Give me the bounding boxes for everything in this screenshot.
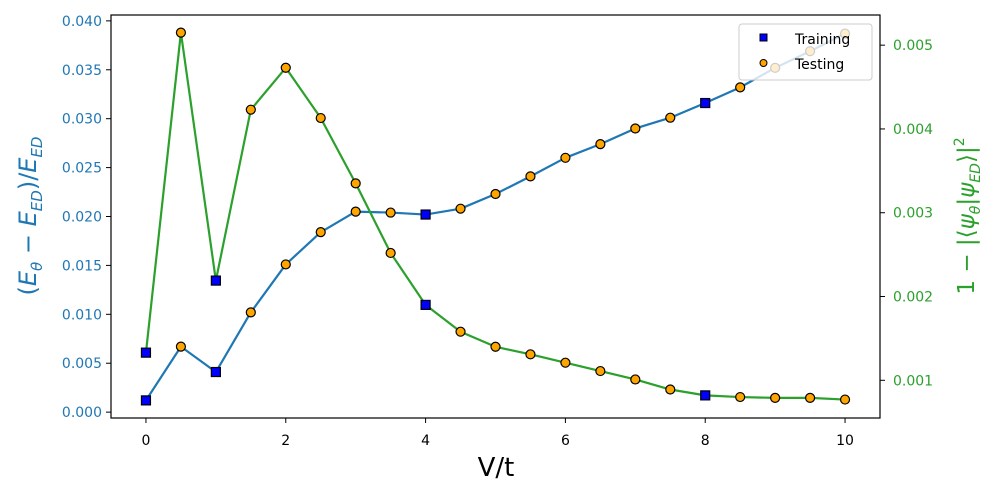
svg-text:(Eθ − EED)/EED: (Eθ − EED)/EED <box>14 137 46 296</box>
testing-point <box>525 171 536 182</box>
training-point <box>420 209 431 220</box>
training-point <box>700 97 711 109</box>
testing-point <box>560 152 571 163</box>
training-point <box>210 275 221 286</box>
testing-point <box>385 207 396 218</box>
x-tick-label: 8 <box>701 433 710 449</box>
left-y-tick-label: 0.010 <box>62 307 102 323</box>
left-y-tick-label: 0.000 <box>62 405 102 421</box>
testing-point <box>595 139 606 150</box>
right-y-tick-label: 0.005 <box>893 38 933 54</box>
testing-point <box>315 227 326 238</box>
testing-point <box>175 27 187 38</box>
left-y-tick-label: 0.005 <box>62 356 102 372</box>
testing-point <box>770 392 781 403</box>
testing-point <box>245 307 256 318</box>
legend: Training Testing <box>738 23 873 81</box>
testing-point <box>804 392 816 403</box>
testing-point <box>665 384 676 395</box>
left-y-tick-label: 0.035 <box>62 63 102 79</box>
testing-point <box>490 341 501 352</box>
testing-point <box>280 62 291 73</box>
x-axis-title: V/t <box>478 453 515 483</box>
testing-point <box>245 104 256 115</box>
testing-point <box>735 391 746 403</box>
left-y-axis: 0.000 0.005 0.010 0.015 0.020 0.025 0.030 0.035… <box>62 14 111 421</box>
testing-point <box>525 349 536 360</box>
x-tick-label: 0 <box>141 433 150 449</box>
testing-point <box>350 178 361 189</box>
testing-point <box>455 326 466 337</box>
testing-point <box>385 247 396 259</box>
left-y-axis-title: (Eθ − EED)/EED <box>14 137 46 296</box>
testing-point <box>175 341 187 352</box>
testing-point <box>630 374 641 385</box>
testing-point <box>595 365 606 377</box>
left-y-tick-label: 0.040 <box>62 14 102 30</box>
right-y-tick-label: 0.001 <box>893 373 933 389</box>
left-y-tick-label: 0.015 <box>62 258 102 274</box>
x-tick-label: 2 <box>281 433 290 449</box>
legend-training-label: Training <box>794 32 850 48</box>
testing-point <box>839 394 851 405</box>
training-point <box>140 347 152 358</box>
testing-point <box>665 112 676 123</box>
left-y-tick-label: 0.030 <box>62 112 102 128</box>
testing-point <box>315 112 326 124</box>
testing-marker-icon <box>759 59 768 67</box>
right-y-tick-label: 0.003 <box>893 206 933 222</box>
right-y-axis: 0.001 0.002 0.003 0.004 0.005 <box>880 38 933 389</box>
training-point <box>420 299 431 310</box>
training-point <box>700 390 711 401</box>
testing-point <box>560 357 571 368</box>
training-point <box>210 366 221 378</box>
x-tick-label: 10 <box>836 433 854 449</box>
testing-point <box>735 82 746 93</box>
training-marker-icon <box>759 33 768 42</box>
x-tick-label: 4 <box>421 433 430 449</box>
x-axis: 0 2 4 6 8 10 <box>141 418 854 449</box>
testing-point <box>455 203 466 214</box>
legend-testing-label: Testing <box>794 57 844 73</box>
right-y-tick-label: 0.004 <box>893 122 933 138</box>
right-y-tick-label: 0.002 <box>893 290 933 306</box>
right-y-axis-title: 1 − |⟨ψθ|ψED⟩|2 <box>952 137 984 294</box>
svg-text:1 − |⟨ψθ|ψED⟩|2: 1 − |⟨ψθ|ψED⟩|2 <box>952 137 984 294</box>
training-point <box>140 395 152 406</box>
testing-point <box>280 259 291 270</box>
testing-point <box>350 206 361 217</box>
testing-point <box>630 123 641 134</box>
left-y-tick-label: 0.025 <box>62 161 102 177</box>
x-tick-label: 6 <box>561 433 570 449</box>
testing-point <box>490 188 501 200</box>
left-y-tick-label: 0.020 <box>62 210 102 226</box>
